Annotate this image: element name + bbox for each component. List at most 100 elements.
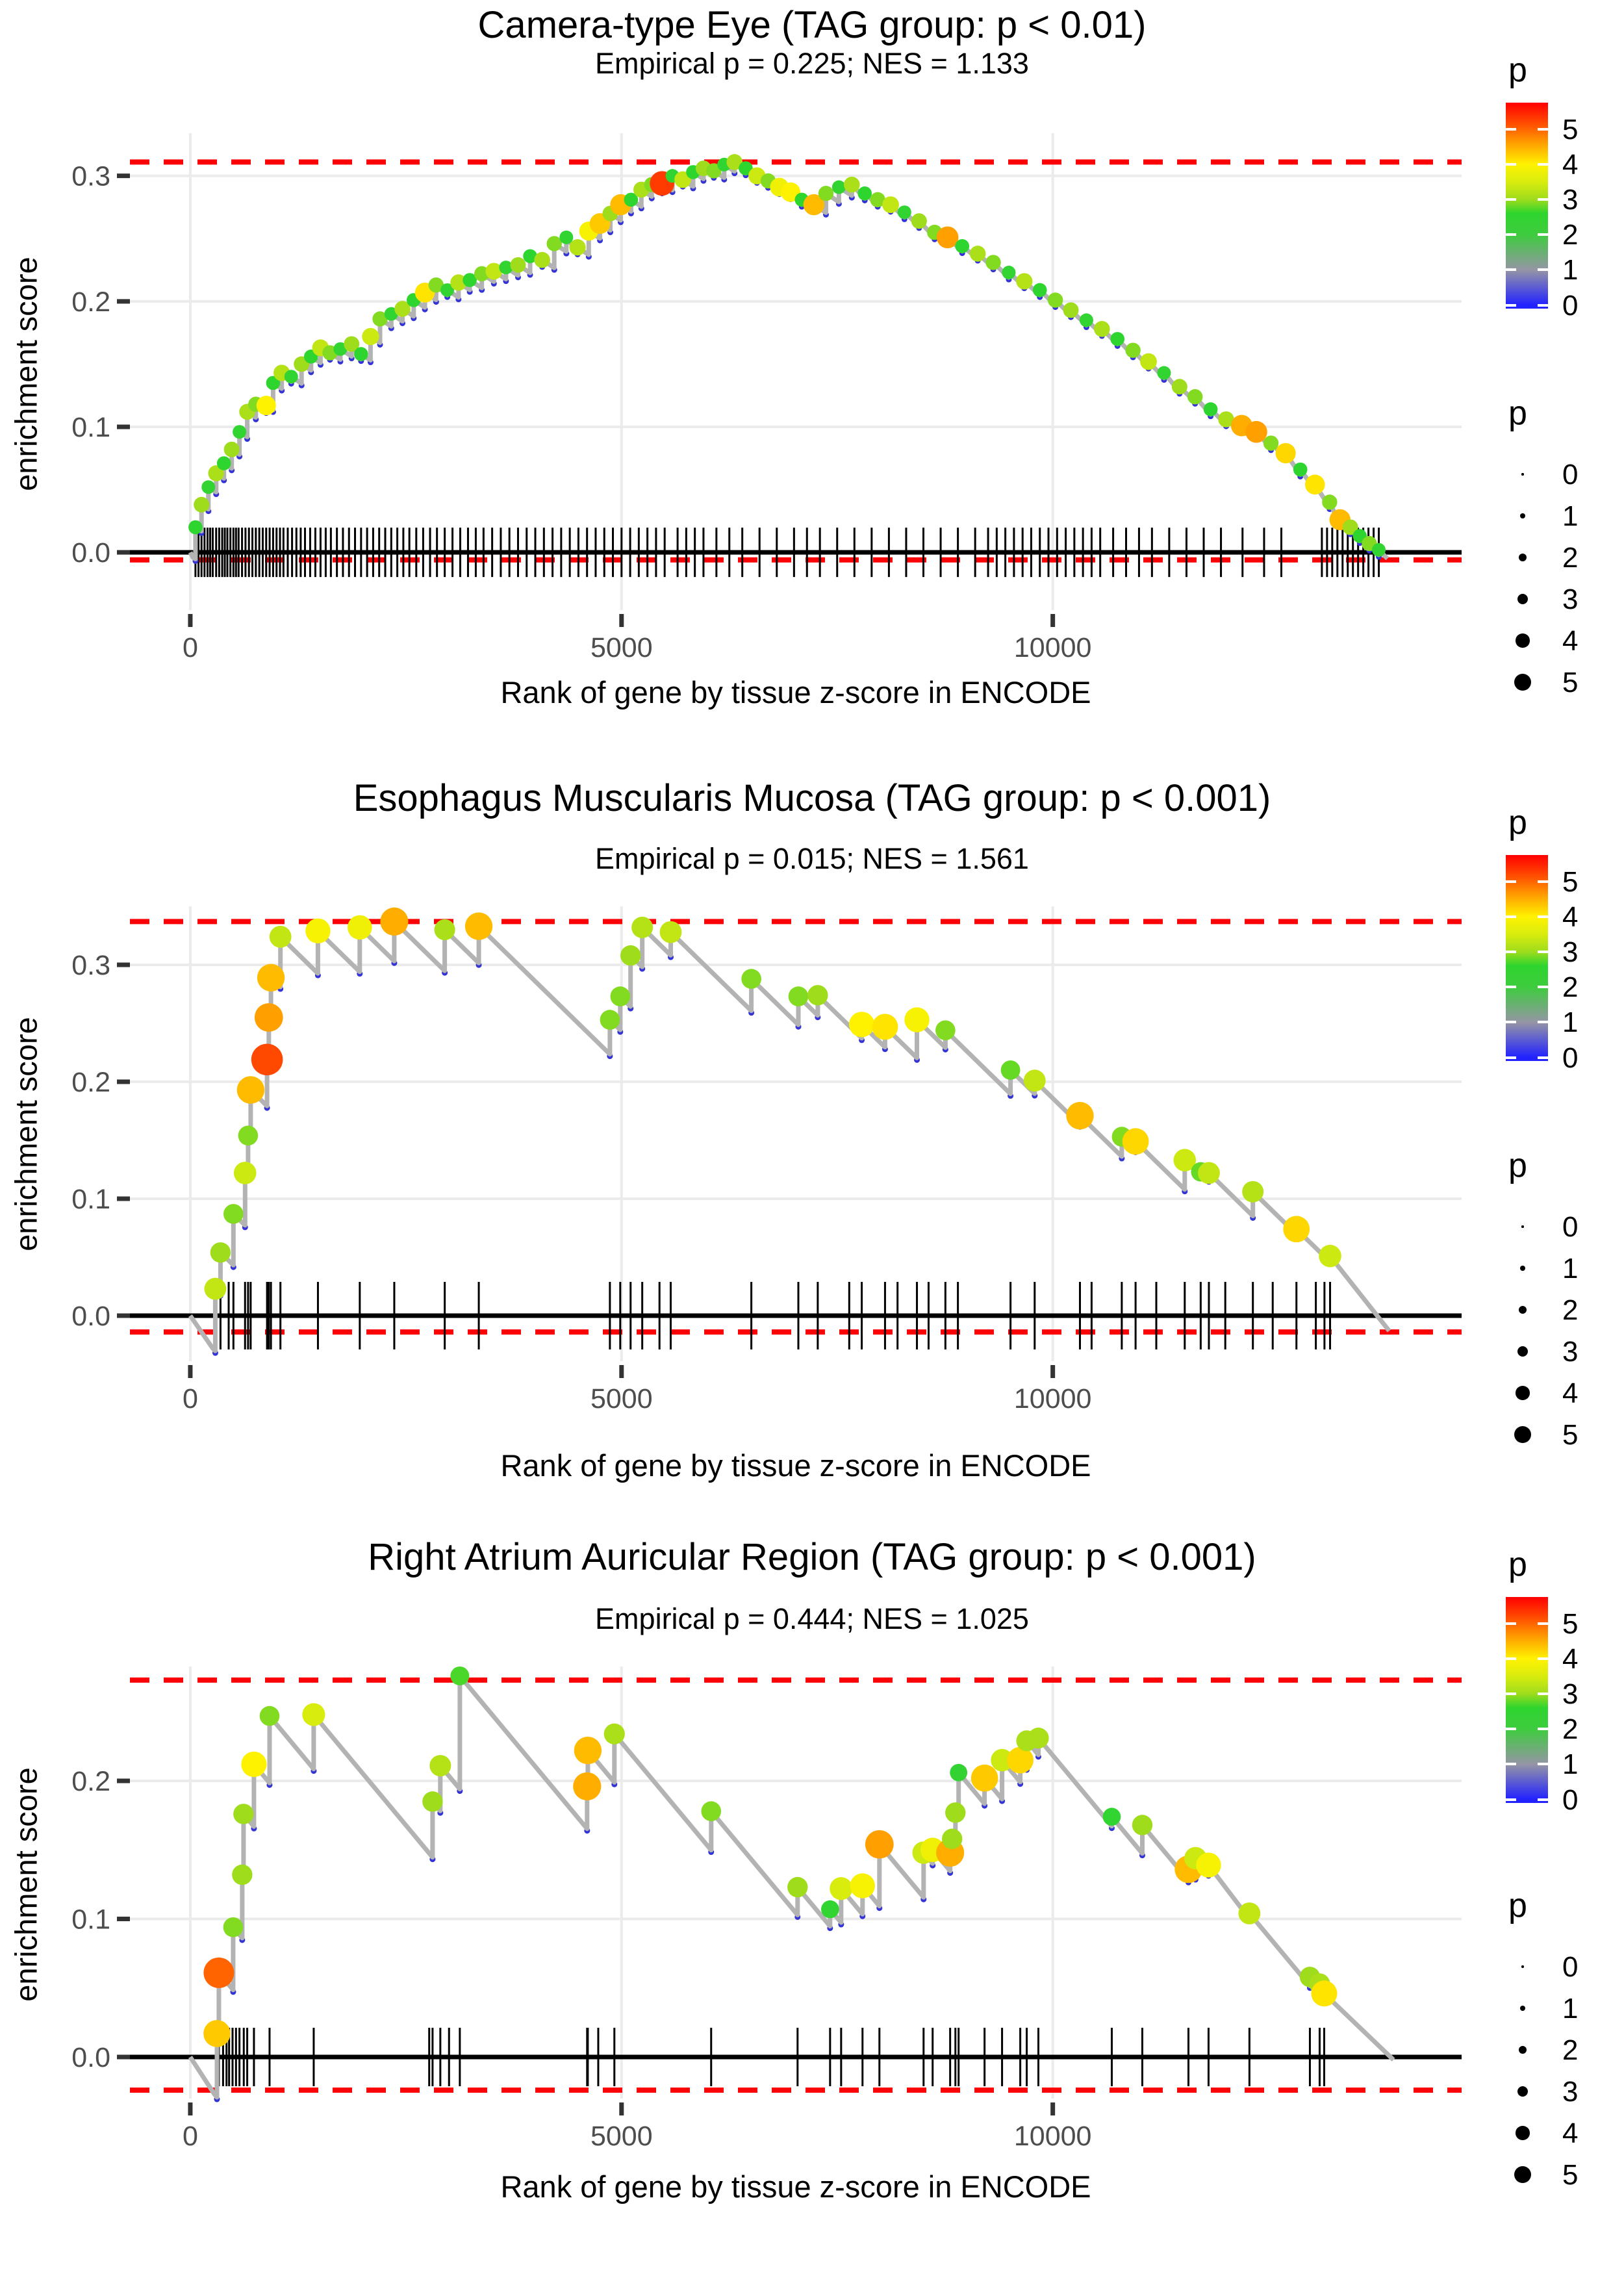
size-legend-tick-label: 5 [1562,1419,1579,1451]
color-legend-tick-label: 3 [1562,936,1579,969]
size-legend-tick-label: 2 [1562,2034,1579,2066]
figure2-title: Esophagus Muscularis Mucosa (TAG group: … [353,777,1271,819]
color-legend-tick-label: 2 [1562,1713,1579,1746]
color-legend-tick-mark [1538,1798,1548,1801]
svg-text:5000: 5000 [590,2121,653,2152]
color-legend-tick-mark [1538,162,1548,166]
svg-text:10000: 10000 [1014,1383,1092,1414]
size-legend-tick-label: 0 [1562,1211,1579,1243]
size-legend-dot [1517,593,1529,605]
color-legend-title: p [1508,1546,1527,1583]
size-legend-dot [1518,2045,1527,2054]
figure2-x-axis-title: Rank of gene by tissue z-score in ENCODE [500,1448,1091,1483]
figure1-x-axis-title: Rank of gene by tissue z-score in ENCODE [500,675,1091,709]
color-legend-tick-mark [1506,1056,1516,1059]
figure3-subtitle: Empirical p = 0.444; NES = 1.025 [595,1602,1029,1635]
color-legend-tick-mark [1538,1728,1548,1731]
color-legend-tick-mark [1538,1056,1548,1059]
color-legend-tick-mark [1538,198,1548,201]
color-legend-tick-mark [1538,233,1548,236]
color-legend-tick-label: 5 [1562,113,1579,146]
color-legend-tick-mark [1506,951,1516,954]
figure1-subtitle: Empirical p = 0.225; NES = 1.133 [595,47,1029,80]
size-legend-tick-label: 0 [1562,1951,1579,1983]
color-legend-tick-mark [1538,1763,1548,1766]
size-legend-tick-label: 0 [1562,459,1579,491]
size-legend-title: p [1508,1147,1527,1184]
color-legend-tick-mark [1538,880,1548,883]
size-legend-tick-label: 3 [1562,1336,1579,1368]
size-legend-tick-label: 5 [1562,2159,1579,2191]
color-legend-title: p [1508,51,1527,89]
p-color-gradient-bar [1506,855,1548,1061]
svg-text:0: 0 [183,1383,198,1414]
color-legend-tick-mark [1506,915,1516,918]
svg-text:0.2: 0.2 [71,1067,110,1098]
color-legend-tick-label: 4 [1562,1642,1579,1675]
size-legend-dot [1520,1266,1525,1271]
size-legend-dot [1517,2086,1529,2097]
size-legend-tick-label: 4 [1562,1377,1579,1409]
color-legend-tick-mark [1538,1657,1548,1660]
color-legend-tick-mark [1538,951,1548,954]
svg-text:0: 0 [183,2121,198,2152]
color-legend-tick-mark [1506,986,1516,989]
color-legend-tick-mark [1506,1798,1516,1801]
size-legend-dot [1516,633,1530,648]
p-color-gradient-bar [1506,1597,1548,1803]
size-legend-tick-label: 1 [1562,1253,1579,1284]
color-legend-tick-label: 0 [1562,1041,1579,1074]
color-legend-tick-label: 5 [1562,865,1579,898]
color-legend-tick-label: 0 [1562,289,1579,322]
color-legend-tick-mark [1506,1763,1516,1766]
size-legend-dot [1520,513,1525,518]
color-legend-tick-mark [1506,880,1516,883]
svg-text:0.0: 0.0 [71,537,110,568]
color-legend-tick-mark [1506,268,1516,272]
color-legend-tick-mark [1538,303,1548,307]
size-legend-dot [1514,674,1531,691]
color-legend-tick-label: 3 [1562,1678,1579,1711]
svg-text:0.2: 0.2 [71,1766,110,1797]
figure3-y-axis-title: enrichment score [8,1767,44,2002]
color-legend-tick-label: 2 [1562,219,1579,251]
figure2-subtitle: Empirical p = 0.015; NES = 1.561 [595,842,1029,875]
color-legend-tick-mark [1506,1622,1516,1625]
svg-text:0.3: 0.3 [71,161,110,192]
color-legend-tick-label: 0 [1562,1783,1579,1816]
color-legend-tick-mark [1538,268,1548,272]
size-legend-dot [1516,1386,1530,1400]
size-legend-tick-label: 5 [1562,667,1579,698]
color-legend-tick-mark [1538,1622,1548,1625]
color-legend-tick-label: 5 [1562,1607,1579,1640]
size-legend-dot [1516,2126,1530,2140]
color-legend-tick-mark [1506,233,1516,236]
size-legend-tick-label: 3 [1562,2076,1579,2108]
color-legend-tick-label: 2 [1562,971,1579,1004]
color-legend-tick-mark [1538,127,1548,131]
size-legend-title: p [1508,1887,1527,1924]
svg-text:10000: 10000 [1014,632,1092,663]
color-legend-tick-mark [1538,986,1548,989]
svg-text:0.2: 0.2 [71,287,110,318]
size-legend-tick-label: 4 [1562,2117,1579,2149]
figure1-title: Camera-type Eye (TAG group: p < 0.01) [477,4,1147,46]
figure2-y-axis-title: enrichment score [8,1017,44,1251]
size-legend-dot [1521,1225,1524,1228]
color-legend-tick-label: 1 [1562,1748,1579,1781]
size-legend-dot [1518,1305,1527,1314]
svg-text:5000: 5000 [590,632,653,663]
size-legend-dot [1520,2006,1525,2011]
svg-text:0.1: 0.1 [71,1904,110,1935]
svg-text:5000: 5000 [590,1383,653,1414]
color-legend-tick-mark [1538,1693,1548,1696]
color-legend-tick-label: 1 [1562,1006,1579,1039]
color-legend-tick-mark [1506,1021,1516,1024]
size-legend-dot [1521,1965,1524,1968]
color-legend-tick-mark [1506,1657,1516,1660]
p-color-gradient-bar [1506,103,1548,309]
svg-text:0.0: 0.0 [71,2042,110,2073]
size-legend-tick-label: 2 [1562,1294,1579,1326]
